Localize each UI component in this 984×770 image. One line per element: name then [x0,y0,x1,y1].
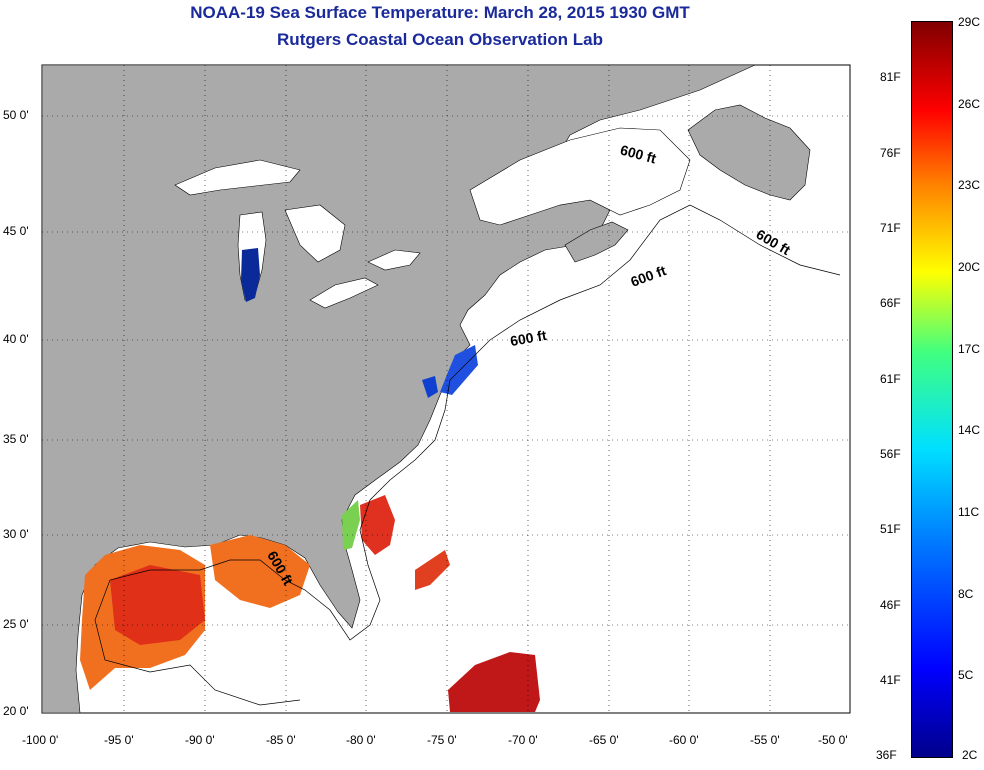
colorbar-fahrenheit-label: 36F [876,748,897,762]
colorbar-fahrenheit-label: 66F [880,296,901,310]
lon-tick-label: -65 0' [589,733,619,747]
lat-tick-label: 45 0' [3,224,29,238]
colorbar-fahrenheit-label: 71F [880,221,901,235]
lake-ontario [367,249,421,271]
gulf-st-lawrence [469,127,691,226]
map-subtitle: Rutgers Coastal Ocean Observation Lab [277,30,603,49]
map-title: NOAA-19 Sea Surface Temperature: March 2… [190,3,690,22]
lon-tick-label: -55 0' [750,733,780,747]
colorbar-celsius-label: 8C [958,587,974,601]
land-newfoundland [687,104,811,201]
shelf-contour [94,204,841,706]
sst-gulf-core [110,565,205,645]
colorbar-fahrenheit-label: 61F [880,372,901,386]
colorbar-celsius-label: 2C [962,748,978,762]
sst-bahamas [415,550,450,590]
lon-tick-label: -60 0' [669,733,699,747]
lat-tick-label: 30 0' [3,527,29,541]
colorbar-fahrenheit-label: 56F [880,447,901,461]
lat-tick-label: 35 0' [3,432,29,446]
sst-lake-michigan [241,248,260,302]
colorbar-celsius-label: 29C [958,15,981,29]
lat-tick-label: 25 0' [3,617,29,631]
lon-tick-label: -90 0' [185,733,215,747]
graticule [42,65,850,713]
colorbar-fahrenheit-label: 76F [880,146,901,160]
lon-tick-label: -50 0' [818,733,848,747]
colorbar-celsius-label: 26C [958,97,981,111]
lat-tick-label: 20 0' [3,704,29,718]
lat-tick-label: 50 0' [3,108,29,122]
lake-huron [284,204,346,263]
lon-tick-label: -75 0' [427,733,457,747]
lake-erie [309,277,379,309]
colorbar-fahrenheit-label: 51F [880,522,901,536]
sst-gulf-stream-north [360,495,395,555]
colorbar-celsius-label: 14C [958,423,981,437]
colorbar-celsius-label: 20C [958,260,981,274]
sst-gulf-east [210,535,310,608]
lon-tick-label: -85 0' [266,733,296,747]
lon-tick-label: -70 0' [508,733,538,747]
sst-chesapeake [422,376,438,398]
colorbar-celsius-label: 17C [958,342,981,356]
sst-ga-coast [342,500,360,550]
colorbar-fahrenheit-label: 46F [880,598,901,612]
lon-tick-label: -100 0' [22,733,59,747]
colorbar-celsius-label: 11C [958,505,980,519]
sst-caribbean [448,652,540,712]
colorbar-celsius-label: 23C [958,178,981,192]
lon-tick-label: -80 0' [346,733,376,747]
temperature-colorbar [911,21,953,758]
colorbar-fahrenheit-label: 41F [880,673,901,687]
lake-superior [174,159,301,196]
colorbar-fahrenheit-label: 81F [880,70,901,84]
lat-tick-label: 40 0' [3,332,29,346]
lon-tick-label: -95 0' [104,733,134,747]
colorbar-celsius-label: 5C [958,668,974,682]
